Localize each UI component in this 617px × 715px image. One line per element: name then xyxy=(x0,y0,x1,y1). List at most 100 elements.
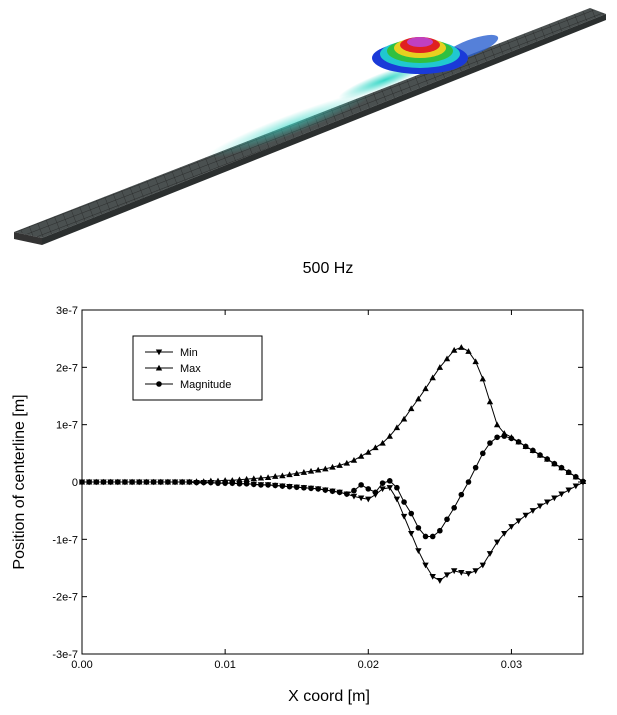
figure: 500 Hz X coord [m] Position of centerlin… xyxy=(0,0,617,715)
marker xyxy=(208,480,214,486)
marker xyxy=(230,480,236,486)
marker xyxy=(237,481,243,487)
marker xyxy=(315,486,321,492)
marker xyxy=(552,461,558,467)
marker xyxy=(537,452,543,458)
marker xyxy=(358,453,364,459)
marker xyxy=(416,525,422,531)
marker xyxy=(351,488,357,494)
marker xyxy=(380,480,386,486)
marker xyxy=(301,485,307,491)
marker xyxy=(344,460,350,466)
plate-render xyxy=(14,8,606,245)
marker xyxy=(480,451,486,457)
marker xyxy=(373,490,379,496)
marker xyxy=(487,399,493,405)
marker xyxy=(136,479,142,485)
marker xyxy=(509,436,515,442)
marker xyxy=(387,478,393,484)
y-tick-label: 3e-7 xyxy=(56,305,78,317)
marker xyxy=(458,344,464,350)
marker xyxy=(559,465,565,471)
marker xyxy=(408,531,414,537)
marker xyxy=(573,483,579,489)
marker xyxy=(244,481,250,487)
marker xyxy=(323,487,329,493)
marker xyxy=(194,480,200,486)
marker xyxy=(430,574,436,580)
marker xyxy=(451,505,457,511)
marker xyxy=(473,465,479,471)
marker xyxy=(158,479,164,485)
marker xyxy=(530,448,536,454)
marker xyxy=(466,479,472,485)
marker xyxy=(115,479,121,485)
marker xyxy=(472,568,478,574)
marker xyxy=(122,479,128,485)
marker xyxy=(465,348,471,354)
y-tick-label: -2e-7 xyxy=(52,592,78,604)
y-tick-label: 1e-7 xyxy=(56,420,78,432)
marker xyxy=(487,440,493,446)
marker xyxy=(172,479,178,485)
marker xyxy=(265,482,271,488)
marker xyxy=(129,479,135,485)
marker xyxy=(365,486,371,492)
x-tick-label: 0.01 xyxy=(214,659,235,671)
marker xyxy=(308,486,314,492)
marker xyxy=(258,482,264,488)
page: 500 Hz X coord [m] Position of centerlin… xyxy=(0,0,617,715)
marker xyxy=(516,439,522,445)
marker xyxy=(272,483,278,489)
marker xyxy=(351,457,357,463)
caption: 500 Hz xyxy=(303,260,354,277)
marker xyxy=(430,374,436,380)
marker xyxy=(280,483,286,489)
marker xyxy=(365,497,371,503)
marker xyxy=(565,487,571,493)
series-line xyxy=(82,436,583,536)
marker xyxy=(523,444,529,450)
legend-label: Magnitude xyxy=(180,379,231,391)
marker xyxy=(459,492,465,498)
marker xyxy=(465,571,471,577)
marker xyxy=(165,479,171,485)
marker xyxy=(79,479,85,485)
marker xyxy=(215,480,221,486)
marker xyxy=(94,479,100,485)
marker xyxy=(287,484,293,490)
marker xyxy=(401,499,407,505)
marker xyxy=(408,511,414,517)
marker xyxy=(480,376,486,382)
marker xyxy=(472,358,478,364)
marker xyxy=(179,479,185,485)
marker xyxy=(401,514,407,520)
marker xyxy=(530,508,536,514)
legend-label: Min xyxy=(180,347,198,359)
marker xyxy=(394,485,400,491)
x-tick-label: 0.03 xyxy=(501,659,522,671)
y-tick-label: -1e-7 xyxy=(52,534,78,546)
marker xyxy=(544,456,550,462)
marker xyxy=(108,479,114,485)
marker xyxy=(451,347,457,353)
marker xyxy=(251,481,257,487)
legend-marker xyxy=(156,381,162,387)
y-tick-label: -3e-7 xyxy=(52,649,78,661)
y-tick-label: 0 xyxy=(72,477,78,489)
marker xyxy=(437,578,443,584)
marker xyxy=(558,491,564,497)
marker xyxy=(151,479,157,485)
marker xyxy=(544,500,550,506)
marker xyxy=(573,474,579,480)
marker xyxy=(187,479,193,485)
marker xyxy=(415,548,421,554)
marker xyxy=(101,479,107,485)
marker xyxy=(294,484,300,490)
marker xyxy=(537,504,543,510)
marker xyxy=(501,433,507,439)
marker xyxy=(337,490,343,496)
marker xyxy=(422,563,428,569)
marker xyxy=(330,488,336,494)
x-tick-label: 0.02 xyxy=(358,659,379,671)
